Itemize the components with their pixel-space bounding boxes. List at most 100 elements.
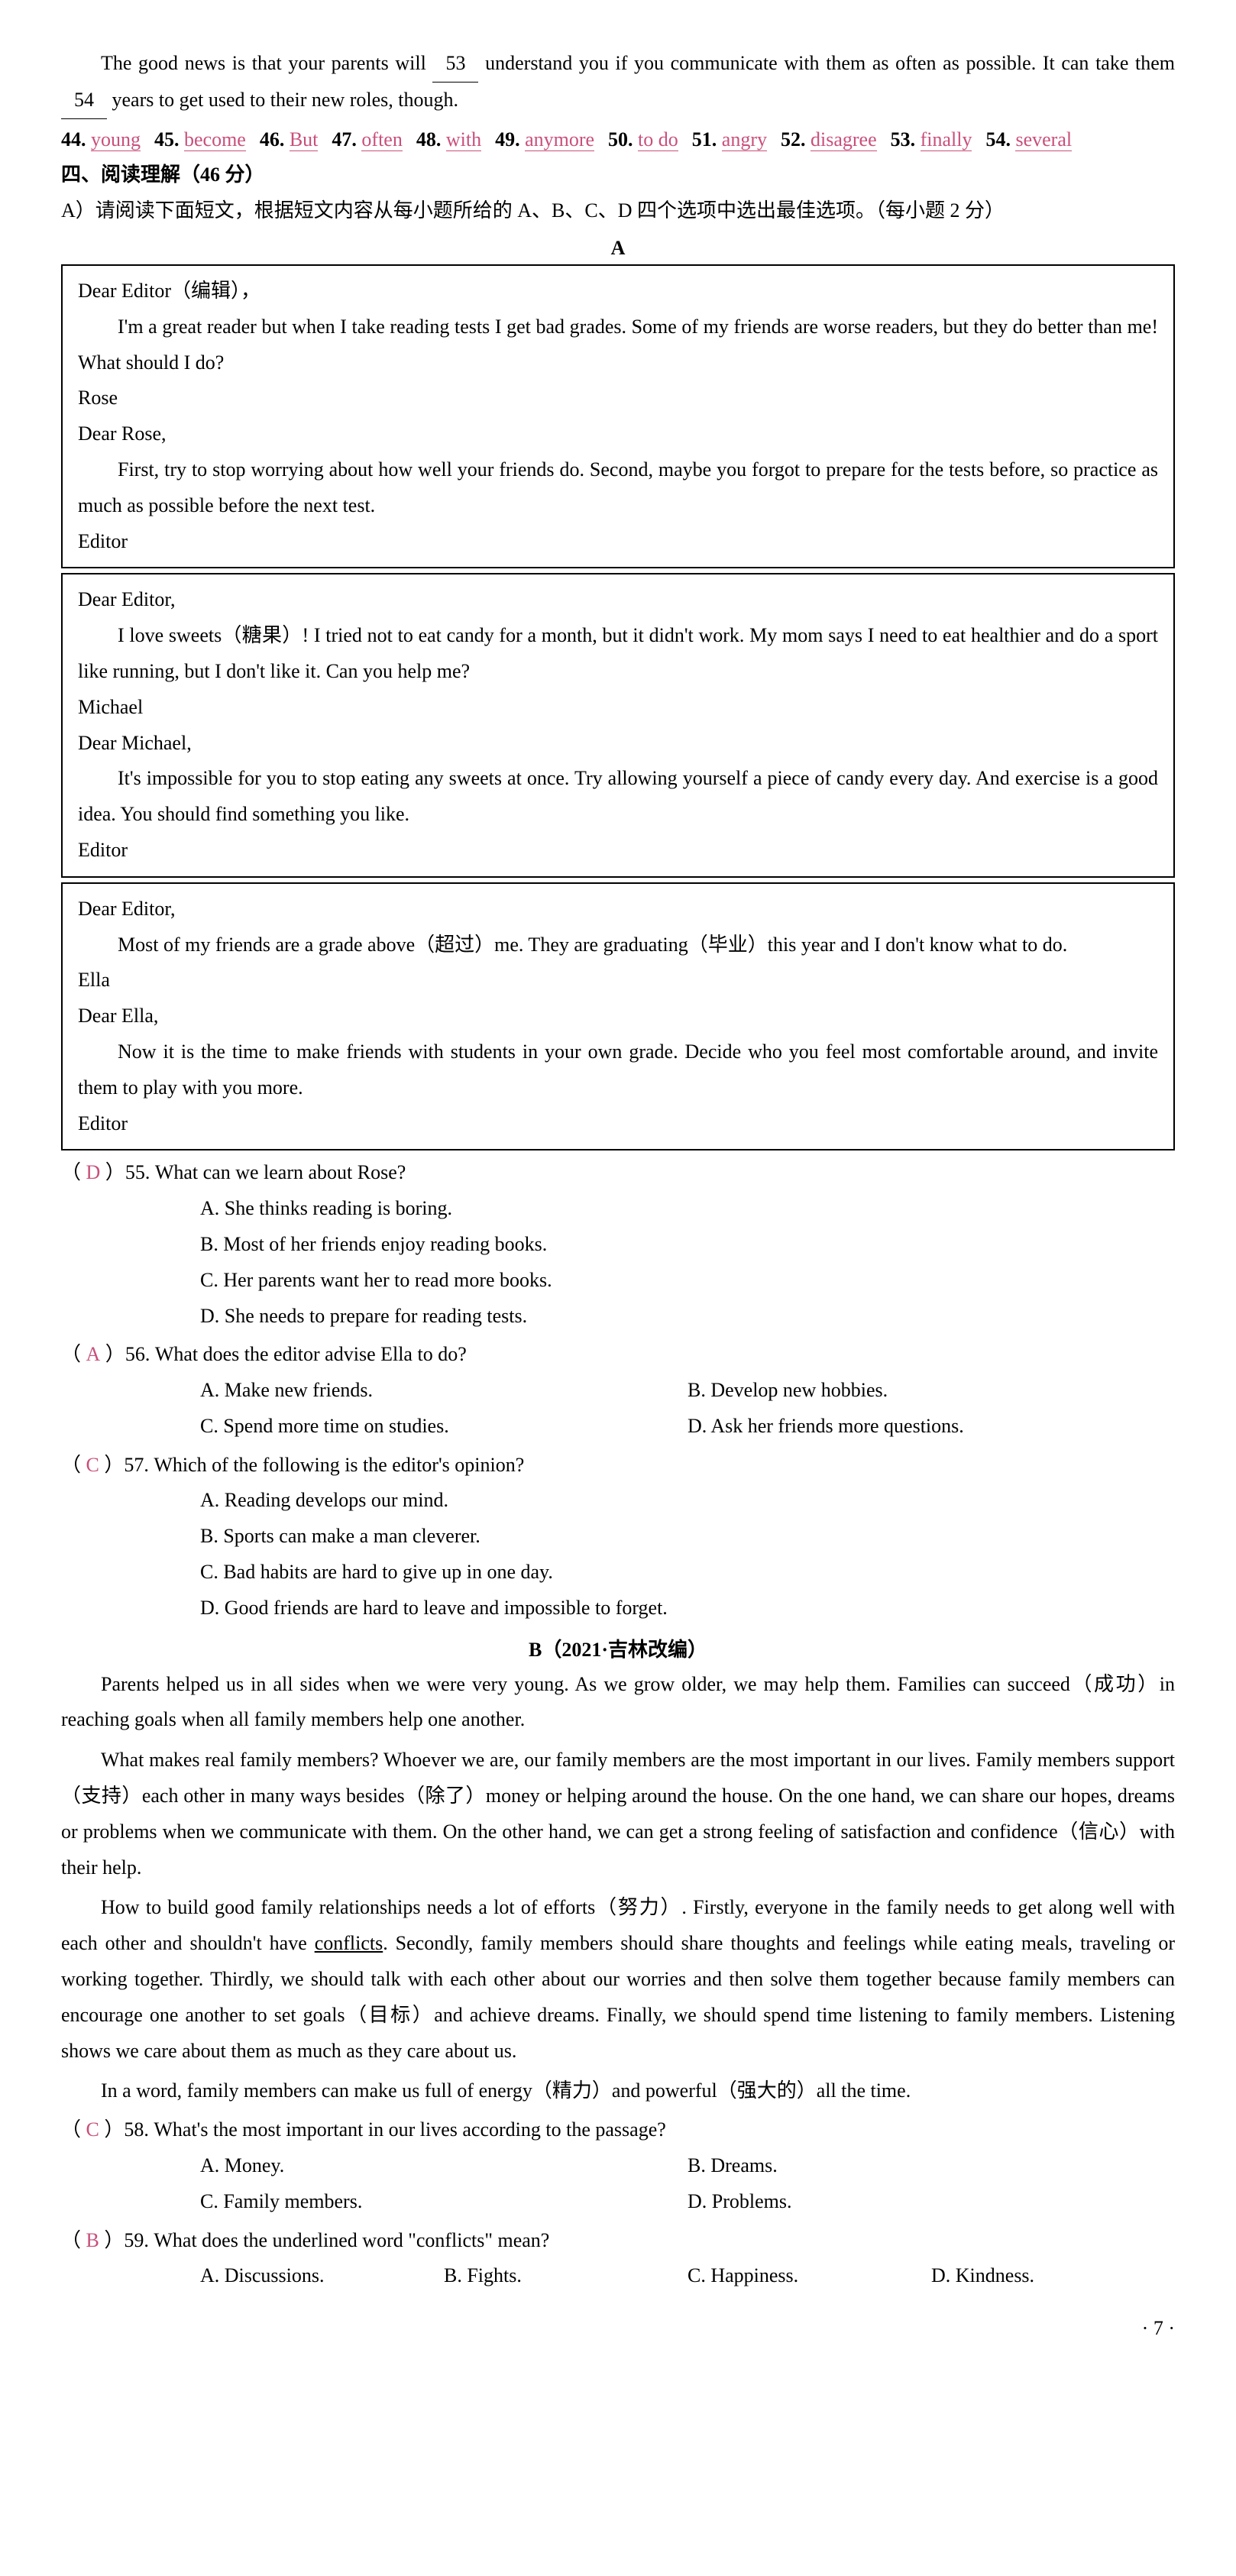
letter-signature: Rose [78,380,1158,416]
letters-container: Dear Editor（编辑）， I'm a great reader but … [61,264,1175,1150]
question-answer: A [81,1343,105,1365]
question-text: What's the most important in our lives a… [154,2118,665,2141]
intro-text-1: The good news is that your parents will [101,52,426,74]
answer-word: disagree [811,128,877,151]
option-item: C. Family members. [200,2184,688,2220]
letter-body: I love sweets（糖果）! I tried not to eat ca… [78,618,1158,690]
answer-item: 46. But [260,128,319,150]
answer-item: 45. become [154,128,246,150]
letter-body: I'm a great reader but when I take readi… [78,309,1158,381]
question-number: 55. [125,1161,150,1183]
questions-b: （ C ）58. What's the most important in ou… [61,2112,1175,2294]
blank-54: 54 [61,83,107,119]
letter-greeting: Dear Rose, [78,416,1158,452]
question-item: （ C ）57. Which of the following is the e… [61,1448,1175,1484]
option-item: A. Reading develops our mind. [200,1483,1175,1519]
passage-a-label: A [61,237,1175,260]
letter-greeting: Dear Editor（编辑）， [78,273,1158,309]
options-list: A. She thinks reading is boring.B. Most … [61,1191,1175,1334]
answer-num: 49. [495,128,525,150]
letter-signature: Ella [78,963,1158,998]
options-list: A. Reading develops our mind.B. Sports c… [61,1483,1175,1626]
passage-b-p1: Parents helped us in all sides when we w… [61,1667,1175,1739]
answer-num: 48. [416,128,446,150]
option-item: B. Dreams. [688,2148,1175,2184]
option-item: A. She thinks reading is boring. [200,1191,1175,1227]
answer-num: 54. [985,128,1015,150]
answer-item: 52. disagree [781,128,877,150]
question-item: （ B ）59. What does the underlined word "… [61,2223,1175,2259]
answer-word: several [1015,128,1072,151]
answer-word: anymore [525,128,594,151]
options-list: A. Money.B. Dreams.C. Family members.D. … [61,2148,1175,2220]
letter-box: Dear Editor（编辑）， I'm a great reader but … [61,264,1175,568]
answer-num: 53. [891,128,921,150]
answer-word: become [184,128,246,151]
answer-word: But [290,128,319,151]
letter-signature: Editor [78,1106,1158,1142]
option-item: D. Problems. [688,2184,1175,2220]
letter-box: Dear Editor, I love sweets（糖果）! I tried … [61,573,1175,877]
option-item: B. Sports can make a man cleverer. [200,1519,1175,1555]
question-item: （ D ）55. What can we learn about Rose? [61,1155,1175,1191]
letter-body: First, try to stop worrying about how we… [78,452,1158,524]
intro-paragraph: The good news is that your parents will … [61,46,1175,119]
page-number: · 7 · [61,2317,1175,2340]
passage-b-p3: How to build good family relationships n… [61,1890,1175,2069]
letter-body: It's impossible for you to stop eating a… [78,761,1158,833]
option-item: A. Money. [200,2148,688,2184]
option-item: B. Most of her friends enjoy reading boo… [200,1227,1175,1263]
question-answer: B [81,2229,104,2251]
answer-item: 47. often [332,128,402,150]
letter-body: Most of my friends are a grade above（超过）… [78,927,1158,963]
options-list: A. Discussions.B. Fights.C. Happiness.D.… [61,2258,1175,2294]
answer-num: 45. [154,128,184,150]
question-number: 59. [124,2229,149,2251]
passage-b-label: B（2021·吉林改编） [61,1634,1175,1662]
option-item: B. Develop new hobbies. [688,1373,1175,1409]
letter-signature: Michael [78,690,1158,726]
passage-b-p2: What makes real family members? Whoever … [61,1743,1175,1885]
answer-word: to do [638,128,678,151]
answer-item: 44. young [61,128,141,150]
answer-num: 51. [692,128,722,150]
question-answer: C [81,2118,104,2141]
letter-greeting: Dear Editor, [78,582,1158,618]
answer-num: 47. [332,128,361,150]
letter-greeting: Dear Editor, [78,892,1158,927]
options-list: A. Make new friends.B. Develop new hobbi… [61,1373,1175,1445]
answer-item: 50. to do [608,128,678,150]
option-item: C. Her parents want her to read more boo… [200,1263,1175,1299]
answer-word: often [361,128,402,151]
question-item: （ C ）58. What's the most important in ou… [61,2112,1175,2148]
questions-a: （ D ）55. What can we learn about Rose?A.… [61,1155,1175,1626]
answer-num: 44. [61,128,91,150]
question-answer: C [81,1454,104,1476]
option-item: B. Fights. [444,2258,688,2294]
answer-num: 52. [781,128,811,150]
p3-underline: conflicts [315,1932,383,1954]
answer-item: 49. anymore [495,128,594,150]
option-item: D. Kindness. [931,2258,1175,2294]
section-4-intro: A）请阅读下面短文，根据短文内容从每小题所给的 A、B、C、D 四个选项中选出最… [61,193,1175,229]
blank-53: 53 [432,46,478,83]
answer-word: young [91,128,141,151]
page-content: The good news is that your parents will … [61,46,1175,2340]
question-answer: D [81,1161,105,1183]
question-item: （ A ）56. What does the editor advise Ell… [61,1337,1175,1373]
question-number: 58. [124,2118,149,2141]
answer-word: with [446,128,481,151]
intro-text-2: understand you if you communicate with t… [485,52,1175,74]
letter-signature: Editor [78,833,1158,869]
option-item: C. Spend more time on studies. [200,1409,688,1445]
question-text: What can we learn about Rose? [155,1161,406,1183]
section-4-title: 四、阅读理解（46 分） [61,157,1175,193]
letter-body: Now it is the time to make friends with … [78,1034,1158,1106]
option-item: D. Ask her friends more questions. [688,1409,1175,1445]
answer-word: angry [722,128,767,151]
letter-signature: Editor [78,524,1158,560]
intro-text-3: years to get used to their new roles, th… [112,89,458,111]
answer-item: 48. with [416,128,481,150]
answer-word: finally [921,128,972,151]
answer-list: 44. young 45. become 46. But 47. often 48. w… [61,122,1175,158]
